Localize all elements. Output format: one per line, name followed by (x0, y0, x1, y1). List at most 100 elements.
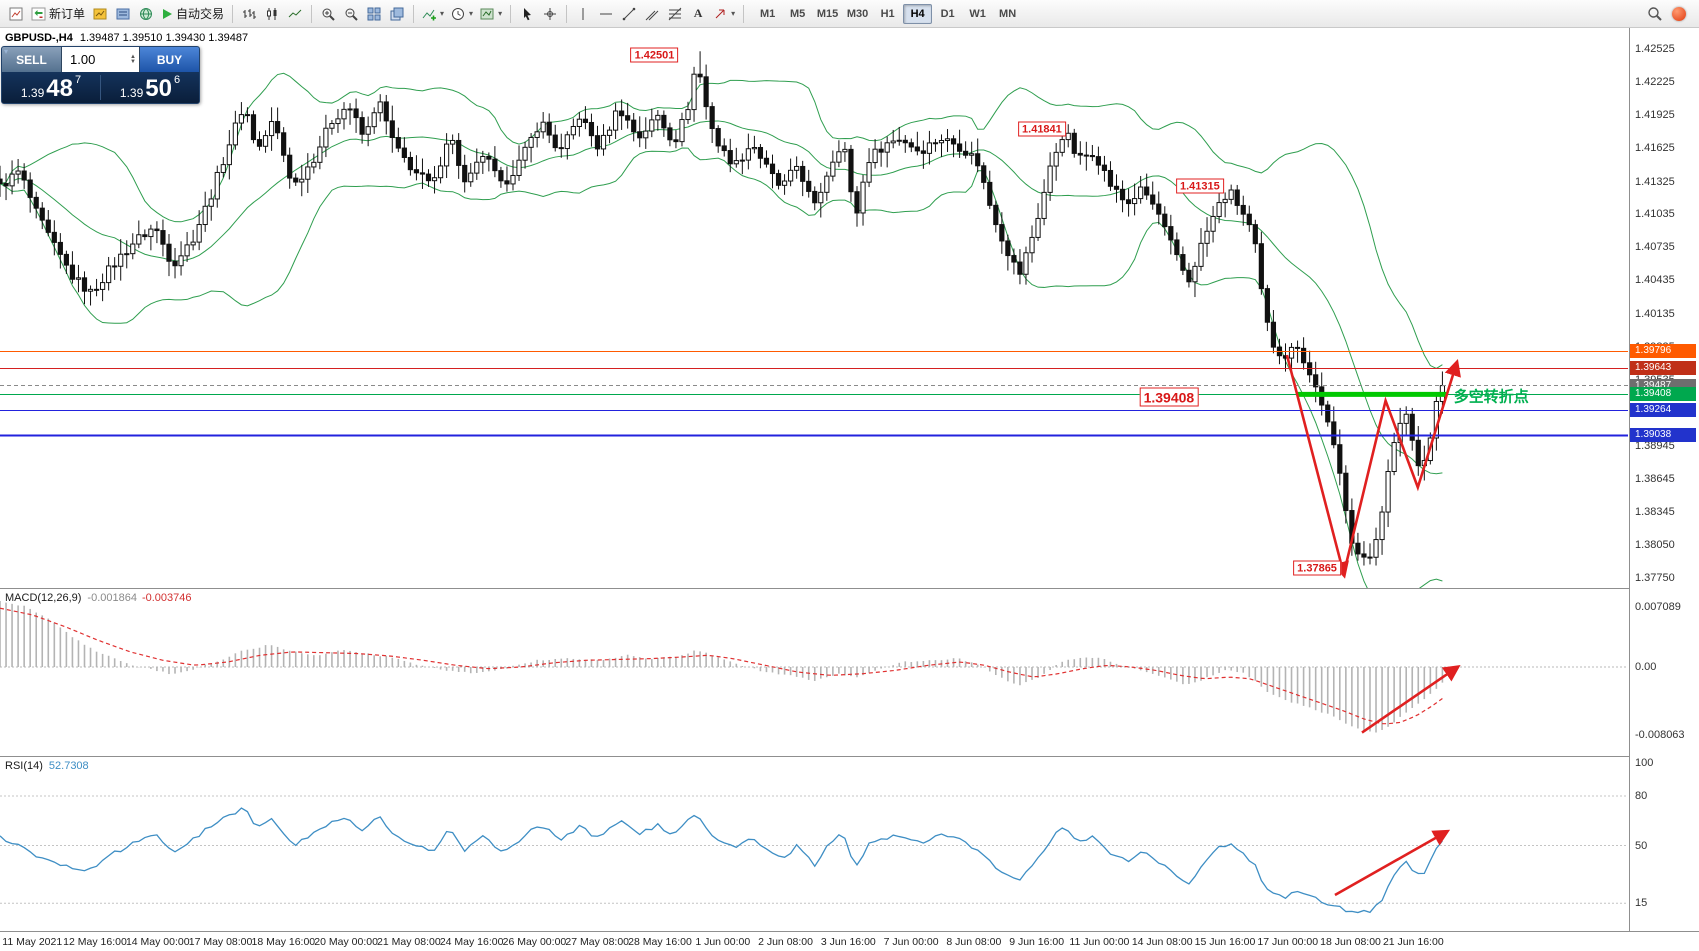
bar-chart-type-button[interactable] (238, 3, 260, 25)
stepper-up-icon[interactable]: ▲ (130, 53, 136, 60)
chart-icon (9, 7, 23, 21)
market-watch-button[interactable] (89, 3, 111, 25)
trend-arrow[interactable] (1285, 354, 1349, 579)
arrows-tool-button[interactable]: ▾ (710, 3, 738, 25)
rsi-line (0, 807, 1443, 914)
zoom-out-icon (344, 7, 358, 21)
price-tick: 1.41625 (1635, 142, 1675, 155)
chart-menu-button[interactable] (5, 3, 27, 25)
rsi-value: 52.7308 (48, 760, 89, 772)
market-watch-icon (93, 7, 107, 21)
navigator-button[interactable] (135, 3, 157, 25)
macd-chart[interactable] (0, 589, 1628, 756)
price-tick: 1.38345 (1635, 506, 1675, 519)
zoom-out-button[interactable] (340, 3, 362, 25)
notification-badge[interactable] (1672, 6, 1686, 21)
chart-symbol: GBPUSD-,H4 (5, 32, 73, 44)
time-label: 8 Jun 08:00 (946, 936, 1002, 948)
timeframe-m5[interactable]: M5 (783, 4, 812, 24)
candlestick-chart[interactable] (0, 28, 1628, 588)
time-label: 18 Jun 08:00 (1320, 936, 1381, 948)
time-label: 27 May 08:00 (565, 936, 630, 948)
price-divider (100, 75, 101, 100)
time-label: 17 May 08:00 (188, 936, 253, 948)
macd-trend-arrow[interactable] (1361, 664, 1461, 734)
timeframe-h1[interactable]: H1 (873, 4, 902, 24)
macd-label: MACD(12,26,9) -0.001864 -0.003746 (5, 592, 192, 604)
chart-ohlc-values: 1.39487 1.39510 1.39430 1.39487 (79, 32, 249, 44)
time-label: 12 May 16:00 (63, 936, 127, 948)
buy-price: 1.39 50 6 (101, 72, 199, 103)
buy-price-pip: 6 (173, 74, 181, 86)
macd-axis-tick: -0.008063 (1635, 728, 1685, 741)
fibonacci-button[interactable] (664, 3, 686, 25)
price-axis[interactable]: 1.42525 1.42225 1.41925 1.41625 1.41325 1.410… (1630, 28, 1699, 931)
time-label: 17 Jun 00:00 (1257, 936, 1319, 948)
vertical-line-button[interactable] (572, 3, 594, 25)
macd-panel: MACD(12,26,9) -0.001864 -0.003746 (0, 589, 1628, 756)
time-label: 3 Jun 16:00 (820, 936, 876, 948)
price-tick: 1.40135 (1635, 307, 1675, 320)
indicators-icon (422, 7, 437, 21)
tile-windows-button[interactable] (363, 3, 385, 25)
price-tick: 1.37750 (1635, 572, 1675, 585)
collapse-caret-icon[interactable]: ▾ (4, 47, 9, 56)
time-label: 26 May 00:00 (502, 936, 567, 948)
macd-main-value: -0.001864 (87, 592, 137, 604)
templates-button[interactable]: ▾ (477, 3, 505, 25)
data-window-button[interactable] (112, 3, 134, 25)
chevron-down-icon: ▾ (469, 9, 474, 18)
new-order-button[interactable]: 新订单 (28, 3, 88, 25)
play-icon (161, 8, 173, 20)
zoom-in-button[interactable] (317, 3, 339, 25)
channel-button[interactable] (641, 3, 663, 25)
timeframe-mn[interactable]: MN (993, 4, 1022, 24)
crosshair-icon (543, 7, 557, 21)
horizontal-line-button[interactable] (595, 3, 617, 25)
time-axis[interactable]: 11 May 2021 12 May 16:00 14 May 00:00 17 Ma… (0, 931, 1699, 951)
timeframe-m1[interactable]: M1 (753, 4, 782, 24)
timeframe-d1[interactable]: D1 (933, 4, 962, 24)
rsi-axis-tick: 100 (1635, 757, 1654, 769)
crosshair-button[interactable] (539, 3, 561, 25)
trend-arrow[interactable] (1342, 359, 1461, 575)
rsi-label: RSI(14) 52.7308 (5, 760, 89, 772)
timeframe-m15[interactable]: M15 (813, 4, 842, 24)
sell-button[interactable]: SELL (2, 47, 61, 72)
buy-button[interactable]: BUY (140, 47, 199, 72)
trendline-button[interactable] (618, 3, 640, 25)
candles-layer (0, 51, 1446, 566)
volume-input[interactable]: 1.00 ▲ ▼ (62, 47, 139, 72)
rsi-chart[interactable] (0, 757, 1628, 931)
price-tick: 1.38645 (1635, 473, 1675, 485)
arrange-windows-button[interactable] (386, 3, 408, 25)
rsi-trend-arrow[interactable] (1334, 829, 1451, 897)
panel-separator[interactable] (0, 756, 1699, 757)
periods-button[interactable]: ▾ (448, 3, 476, 25)
cursor-button[interactable] (516, 3, 538, 25)
volume-stepper[interactable]: ▲ ▼ (130, 53, 136, 65)
sell-price: 1.39 48 7 (2, 72, 100, 103)
timeframe-toolbar: M1 M5 M15 M30 H1 H4 D1 W1 MN (753, 3, 1022, 24)
timeframe-w1[interactable]: W1 (963, 4, 992, 24)
panel-separator[interactable] (0, 588, 1699, 589)
search-button[interactable] (1643, 3, 1665, 25)
stepper-down-icon[interactable]: ▼ (130, 58, 136, 65)
text-tool-button[interactable]: A (687, 3, 709, 25)
time-label: 15 Jun 16:00 (1194, 936, 1256, 948)
macd-axis-tick: 0.007089 (1635, 601, 1681, 614)
line-chart-type-button[interactable] (284, 3, 306, 25)
tile-windows-icon (367, 7, 381, 21)
timeframe-m30[interactable]: M30 (843, 4, 872, 24)
rsi-axis-tick: 50 (1635, 839, 1648, 852)
time-label: 1 Jun 00:00 (695, 936, 751, 948)
volume-value: 1.00 (70, 52, 96, 67)
candlestick-type-button[interactable] (261, 3, 283, 25)
timeframe-h4[interactable]: H4 (903, 3, 933, 24)
indicators-button[interactable]: ▾ (419, 3, 447, 25)
macd-signal-value: -0.003746 (141, 592, 192, 604)
time-label: 7 Jun 00:00 (883, 936, 939, 948)
sell-price-big-digits: 48 (46, 75, 73, 102)
autotrading-button[interactable]: 自动交易 (158, 3, 227, 25)
zoom-in-icon (321, 7, 335, 21)
